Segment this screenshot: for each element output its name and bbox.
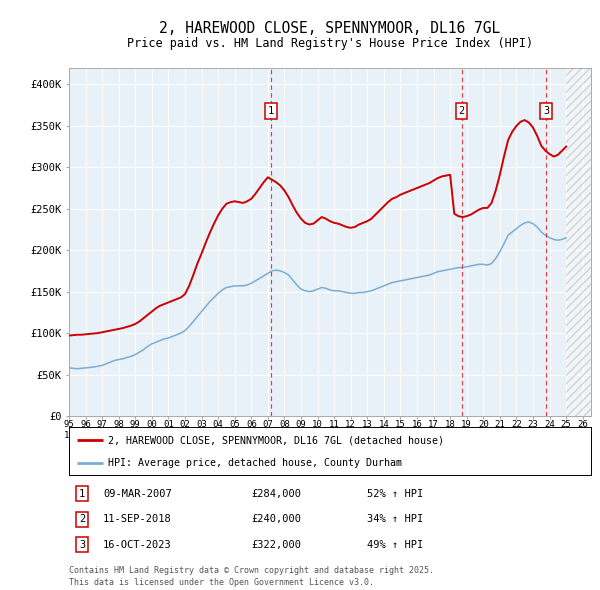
Text: Price paid vs. HM Land Registry's House Price Index (HPI): Price paid vs. HM Land Registry's House … <box>127 37 533 50</box>
Bar <box>566 68 591 416</box>
Text: £240,000: £240,000 <box>252 514 302 524</box>
Text: 2: 2 <box>458 106 465 116</box>
Text: 3: 3 <box>79 539 85 549</box>
Text: 09-MAR-2007: 09-MAR-2007 <box>103 489 172 499</box>
Text: 2, HAREWOOD CLOSE, SPENNYMOOR, DL16 7GL (detached house): 2, HAREWOOD CLOSE, SPENNYMOOR, DL16 7GL … <box>108 435 444 445</box>
Text: Contains HM Land Registry data © Crown copyright and database right 2025.: Contains HM Land Registry data © Crown c… <box>69 566 434 575</box>
Text: 1: 1 <box>268 106 274 116</box>
Text: 2, HAREWOOD CLOSE, SPENNYMOOR, DL16 7GL: 2, HAREWOOD CLOSE, SPENNYMOOR, DL16 7GL <box>160 21 500 35</box>
Text: 52% ↑ HPI: 52% ↑ HPI <box>367 489 423 499</box>
Bar <box>566 68 591 416</box>
Text: HPI: Average price, detached house, County Durham: HPI: Average price, detached house, Coun… <box>108 458 402 468</box>
Text: 11-SEP-2018: 11-SEP-2018 <box>103 514 172 524</box>
Text: £322,000: £322,000 <box>252 539 302 549</box>
Text: 49% ↑ HPI: 49% ↑ HPI <box>367 539 423 549</box>
Text: 1: 1 <box>79 489 85 499</box>
Text: 3: 3 <box>543 106 549 116</box>
Text: 16-OCT-2023: 16-OCT-2023 <box>103 539 172 549</box>
Text: 34% ↑ HPI: 34% ↑ HPI <box>367 514 423 524</box>
Text: This data is licensed under the Open Government Licence v3.0.: This data is licensed under the Open Gov… <box>69 578 374 587</box>
Text: £284,000: £284,000 <box>252 489 302 499</box>
Text: 2: 2 <box>79 514 85 524</box>
